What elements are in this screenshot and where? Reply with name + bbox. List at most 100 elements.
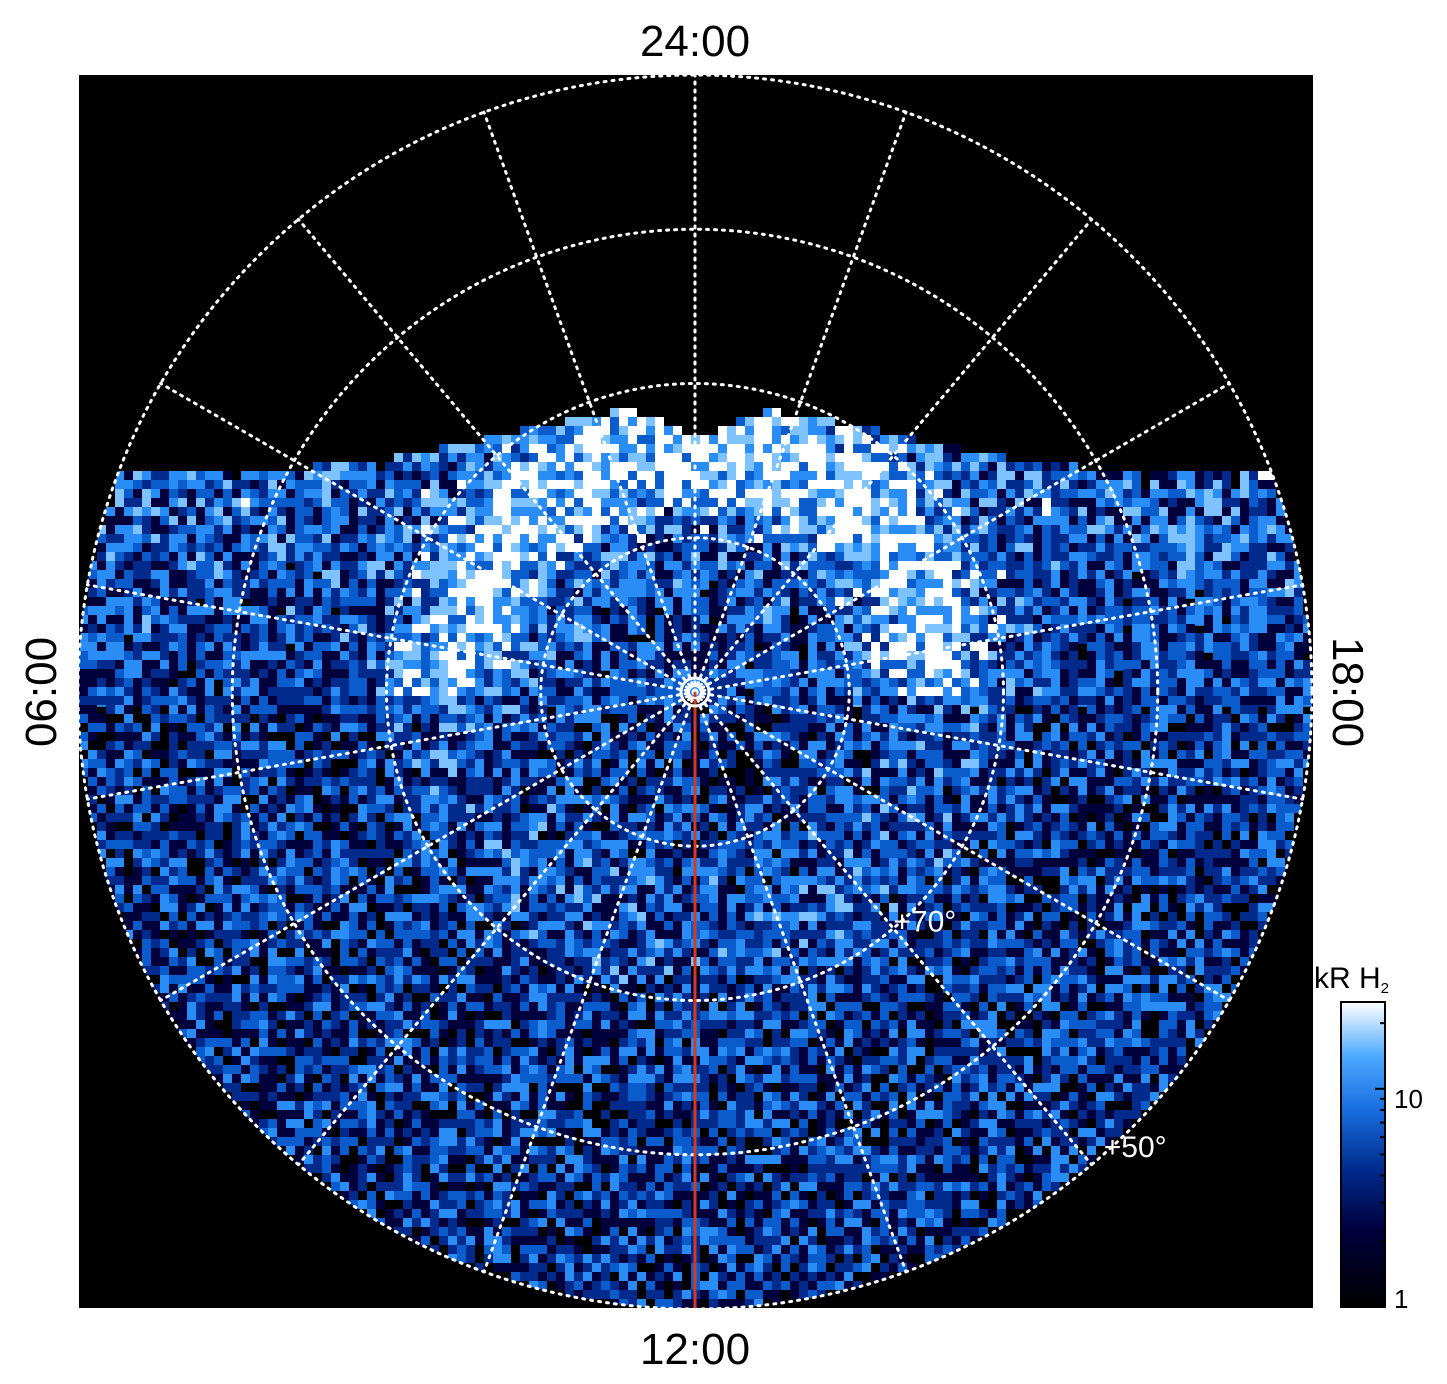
emission-cell bbox=[196, 705, 205, 714]
emission-cell bbox=[745, 669, 754, 689]
emission-cell bbox=[358, 678, 367, 698]
emission-cell bbox=[268, 813, 277, 822]
emission-cell bbox=[610, 696, 619, 705]
emission-cell bbox=[241, 534, 250, 554]
emission-cell bbox=[340, 777, 349, 786]
emission-cell bbox=[205, 786, 214, 795]
emission-cell bbox=[259, 786, 268, 795]
emission-cell bbox=[961, 777, 970, 786]
emission-cell bbox=[574, 696, 583, 705]
emission-cell bbox=[907, 696, 916, 705]
emission-cell bbox=[1159, 759, 1168, 768]
emission-cell bbox=[1258, 786, 1267, 795]
emission-cell bbox=[502, 786, 511, 795]
emission-cell bbox=[268, 705, 277, 714]
emission-cell bbox=[1042, 498, 1051, 518]
emission-cell bbox=[79, 714, 88, 723]
emission-cell bbox=[799, 687, 808, 707]
emission-cell bbox=[1114, 795, 1123, 804]
emission-cell bbox=[673, 777, 682, 786]
emission-cell bbox=[547, 723, 556, 732]
emission-cell bbox=[628, 741, 637, 750]
emission-cell bbox=[1006, 759, 1015, 768]
emission-cell bbox=[799, 714, 808, 723]
emission-cell bbox=[151, 795, 160, 804]
emission-cell bbox=[367, 750, 376, 759]
emission-cell bbox=[1123, 786, 1132, 795]
emission-cell bbox=[502, 705, 511, 714]
emission-cell bbox=[358, 786, 367, 795]
emission-cell bbox=[1033, 741, 1042, 750]
emission-cell bbox=[745, 732, 754, 741]
emission-cell bbox=[610, 597, 619, 617]
emission-cell bbox=[1060, 705, 1069, 714]
emission-cell bbox=[196, 795, 205, 804]
emission-cell bbox=[961, 804, 970, 813]
emission-cell bbox=[871, 759, 880, 768]
emission-cell bbox=[133, 687, 142, 707]
emission-cell bbox=[934, 750, 943, 759]
emission-cell bbox=[943, 714, 952, 723]
emission-cell bbox=[1285, 741, 1294, 750]
emission-cell bbox=[106, 741, 115, 750]
emission-cell bbox=[448, 813, 457, 822]
emission-cell bbox=[88, 759, 97, 768]
emission-cell bbox=[151, 777, 160, 786]
emission-cell bbox=[916, 705, 925, 714]
emission-cell bbox=[610, 795, 619, 804]
emission-cell bbox=[97, 813, 106, 822]
emission-cell bbox=[1294, 777, 1303, 786]
emission-cell bbox=[322, 786, 331, 795]
emission-cell bbox=[484, 732, 493, 741]
emission-cell bbox=[943, 741, 952, 750]
emission-cell bbox=[439, 804, 448, 813]
emission-cell bbox=[1213, 705, 1222, 714]
emission-cell bbox=[781, 714, 790, 723]
emission-cell bbox=[754, 750, 763, 759]
emission-cell bbox=[160, 624, 169, 644]
emission-cell bbox=[1159, 804, 1168, 813]
emission-cell bbox=[565, 804, 574, 813]
emission-cell bbox=[448, 714, 457, 723]
emission-cell bbox=[430, 777, 439, 786]
emission-cell bbox=[124, 795, 133, 804]
emission-cell bbox=[745, 804, 754, 813]
emission-cell bbox=[151, 732, 160, 741]
emission-cell bbox=[1069, 732, 1078, 741]
emission-cell bbox=[763, 678, 772, 698]
emission-cell bbox=[1105, 705, 1114, 714]
emission-cell bbox=[1087, 732, 1096, 741]
emission-cell bbox=[187, 696, 196, 705]
emission-cell bbox=[349, 768, 358, 777]
emission-cell bbox=[934, 768, 943, 777]
emission-cell bbox=[1276, 714, 1285, 723]
emission-cell bbox=[1276, 696, 1285, 705]
emission-cell bbox=[646, 768, 655, 777]
emission-cell bbox=[1078, 606, 1087, 626]
emission-cell bbox=[952, 741, 961, 750]
emission-cell bbox=[241, 579, 250, 599]
emission-cell bbox=[1285, 579, 1294, 599]
emission-cell bbox=[151, 750, 160, 759]
emission-cell bbox=[187, 732, 196, 741]
emission-cell bbox=[835, 705, 844, 714]
emission-cell bbox=[214, 804, 223, 813]
emission-cell bbox=[790, 696, 799, 705]
emission-cell bbox=[736, 786, 745, 795]
emission-cell bbox=[529, 741, 538, 750]
emission-cell bbox=[790, 795, 799, 804]
emission-cell bbox=[376, 714, 385, 723]
emission-cell bbox=[1168, 714, 1177, 723]
emission-cell bbox=[1285, 705, 1294, 714]
emission-cell bbox=[925, 750, 934, 759]
emission-cell bbox=[1042, 642, 1051, 662]
emission-cell bbox=[1276, 732, 1285, 741]
emission-cell bbox=[862, 732, 871, 741]
emission-cell bbox=[1006, 795, 1015, 804]
emission-cell bbox=[790, 561, 799, 581]
emission-cell bbox=[250, 804, 259, 813]
emission-cell bbox=[1105, 714, 1114, 723]
emission-cell bbox=[871, 741, 880, 750]
emission-cell bbox=[448, 705, 457, 714]
emission-cell bbox=[1267, 750, 1276, 759]
